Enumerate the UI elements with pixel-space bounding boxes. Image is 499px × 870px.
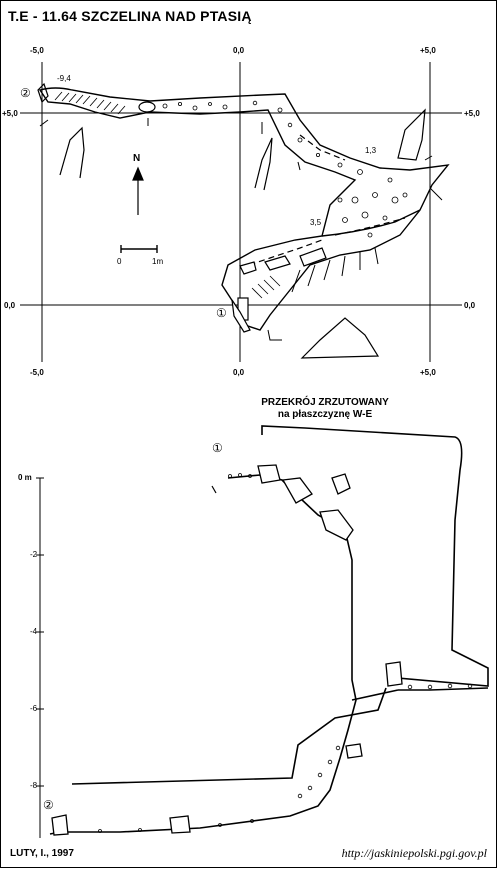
author-credit: LUTY, I., 1997 [10, 848, 74, 859]
grid-label-x-bot-mid: 0,0 [233, 368, 245, 377]
plan-entrance-2: ② [20, 86, 31, 100]
source-url: http://jaskiniepolski.pgi.gov.pl [341, 846, 487, 860]
plan-boulders [138, 101, 327, 333]
plan-hatch-west [54, 91, 126, 115]
grid-label-x-top-mid: 0,0 [233, 46, 245, 55]
section-rubble [98, 473, 473, 833]
plan-rubble [162, 100, 408, 238]
depth-mark-west: -9,4 [57, 74, 71, 83]
scale-start: 0 [117, 257, 122, 266]
north-arrow [132, 166, 144, 215]
section-title: PRZEKRÓJ ZRZUTOWANY na płaszczyznę W-E [225, 397, 425, 421]
depth-label-8: -8 [30, 781, 38, 790]
depth-label-0: 0 m [18, 473, 32, 482]
plan-entrance-1: ① [216, 306, 227, 320]
grid-label-x-bot-right: +5,0 [420, 368, 436, 377]
depth-label-6: -6 [30, 704, 38, 713]
grid-label-y-left-bot: 0,0 [4, 301, 16, 310]
depth-label-2: -2 [30, 550, 38, 559]
section-title-line-2: na płaszczyznę W-E [277, 409, 373, 420]
grid-label-y-right-top: +5,0 [464, 109, 480, 118]
section-boulders [51, 464, 403, 836]
plan-hatch-south [251, 275, 281, 299]
plan-arrows [39, 118, 443, 341]
grid-label-x-top-right: +5,0 [420, 46, 436, 55]
page-title: T.E - 11.64 SZCZELINA NAD PTASIĄ [8, 8, 252, 24]
scale-end: 1m [152, 257, 164, 266]
grid-label-x-top-left: -5,0 [30, 46, 44, 55]
depth-mark-east: 1,3 [365, 146, 377, 155]
grid-label-y-left-top: +5,0 [2, 109, 18, 118]
section-entrance-2: ② [43, 798, 54, 812]
plan-ledges [239, 134, 406, 269]
depth-axis [36, 477, 44, 838]
grid-label-y-right-bot: 0,0 [464, 301, 476, 310]
section-title-line-1: PRZEKRÓJ ZRZUTOWANY [261, 397, 389, 408]
plan-passage [38, 87, 450, 331]
section-entrance-1: ① [212, 441, 223, 455]
depth-label-4: -4 [30, 627, 38, 636]
grid-label-x-bot-left: -5,0 [30, 368, 44, 377]
scale-bar [120, 245, 158, 253]
north-label: N [133, 153, 141, 164]
plan-slope-ticks [291, 247, 379, 293]
depth-mark-mid: 3,5 [310, 218, 322, 227]
section-outline [49, 425, 489, 835]
plan-cross-sections [37, 82, 426, 359]
